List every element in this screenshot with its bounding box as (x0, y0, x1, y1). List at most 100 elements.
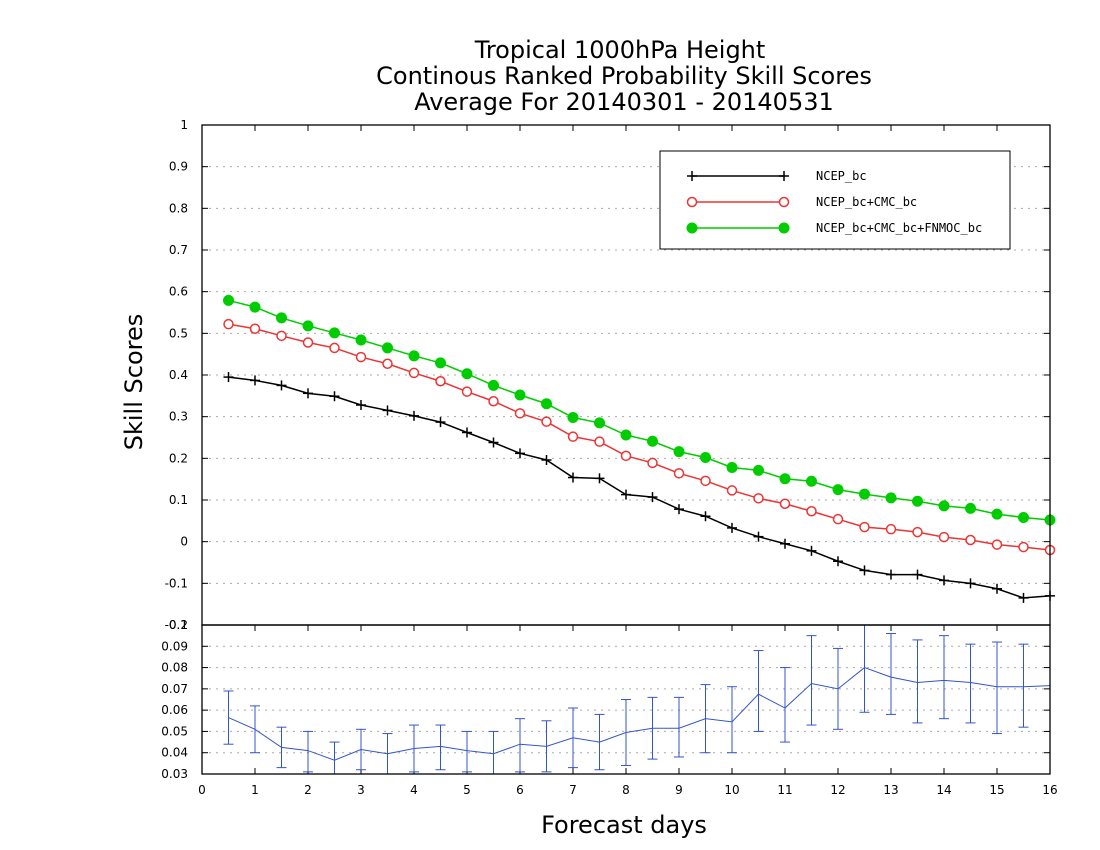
main-panel-grid (202, 166, 1050, 584)
open-circle-marker (514, 408, 526, 419)
filled-circle-marker (223, 294, 234, 306)
plus-marker (833, 556, 843, 567)
x-tick-label: 1 (251, 783, 259, 797)
plus-marker (700, 511, 711, 522)
plus-marker (303, 388, 313, 399)
filled-circle-marker (355, 334, 367, 346)
error-bar (806, 635, 817, 726)
error-y-tick-label: 0.08 (161, 661, 188, 675)
error-bar (939, 635, 949, 720)
x-tick-label: 2 (304, 783, 312, 797)
legend-item-2: NCEP_bc+CMC_bc (686, 195, 917, 209)
open-circle-marker (965, 534, 976, 546)
open-circle-marker (461, 386, 473, 397)
main-y-tick-label: -0.2 (165, 618, 188, 632)
error-bar (276, 726, 287, 769)
error-bar (435, 724, 446, 771)
filled-circle-marker (647, 435, 658, 447)
error-bar (541, 720, 552, 773)
plus-marker (409, 410, 419, 421)
filled-circle-marker (885, 492, 897, 504)
plus-marker (912, 569, 923, 580)
open-circle-marker (329, 342, 340, 354)
open-circle-marker (382, 358, 393, 369)
open-circle-marker (541, 416, 552, 427)
plus-marker (780, 538, 790, 549)
filled-circle-marker (779, 473, 791, 485)
main-y-tick-label: 0.8 (169, 201, 188, 215)
error-bar (568, 707, 578, 769)
legend-box (659, 150, 1011, 250)
series-3 (223, 294, 1056, 526)
x-tick-label: 12 (830, 783, 845, 797)
legend-label: NCEP_bc (816, 169, 867, 183)
plus-marker (356, 400, 366, 410)
open-circle-marker (567, 431, 579, 442)
x-tick-label: 10 (724, 783, 739, 797)
open-circle-marker (249, 323, 261, 334)
open-circle-marker (806, 506, 817, 517)
filled-circle-marker (620, 429, 632, 441)
filled-circle-marker (778, 222, 790, 234)
filled-circle-marker (1018, 512, 1029, 523)
chart-title-line-2: Continous Ranked Probability Skill Score… (376, 62, 872, 90)
x-tick-label: 8 (622, 783, 630, 797)
plus-marker (992, 583, 1002, 594)
filled-circle-marker (408, 350, 420, 362)
x-tick-label: 15 (989, 783, 1004, 797)
chart-title-line-3: Average For 20140301 - 20140531 (414, 88, 834, 116)
open-circle-marker (594, 436, 605, 447)
error-bar (965, 643, 976, 724)
open-circle-marker (885, 523, 897, 535)
chart-title: Tropical 1000hPa Height Continous Ranked… (376, 36, 872, 116)
legend-label: NCEP_bc+CMC_bc (816, 195, 917, 209)
plus-marker (753, 531, 764, 542)
chart-title-line-1: Tropical 1000hPa Height (474, 36, 766, 64)
error-bar (647, 696, 658, 760)
x-tick-label: 9 (675, 783, 683, 797)
series-1 (223, 372, 1055, 603)
plus-marker (462, 427, 472, 438)
error-bar (223, 690, 234, 745)
plus-marker (859, 565, 870, 576)
open-circle-marker (859, 521, 870, 533)
error-bar (700, 684, 711, 754)
open-circle-marker (726, 485, 738, 496)
main-series-group (223, 294, 1056, 603)
error-bar (409, 724, 419, 773)
plus-marker (727, 522, 737, 533)
open-circle-marker (488, 396, 499, 407)
plus-marker (568, 472, 578, 483)
plus-marker (939, 575, 949, 586)
plus-marker (674, 504, 684, 515)
plus-marker (276, 380, 287, 391)
open-circle-marker (647, 457, 658, 469)
filled-circle-marker (594, 417, 605, 429)
error-bar (329, 741, 340, 775)
filled-circle-marker (938, 500, 950, 512)
open-circle-marker (673, 468, 685, 479)
legend-label: NCEP_bc+CMC_bc+FNMOC_bc (816, 221, 982, 235)
open-circle-marker (435, 376, 446, 387)
series-line (228, 299, 1051, 521)
filled-circle-marker (912, 495, 923, 507)
legend-item-3: NCEP_bc+CMC_bc+FNMOC_bc (686, 221, 982, 235)
x-tick-label: 16 (1042, 783, 1057, 797)
error-bar (674, 696, 684, 758)
error-bar (515, 718, 525, 773)
plus-marker (223, 372, 234, 383)
filled-circle-marker (700, 452, 711, 463)
error-bar (462, 730, 472, 773)
error-bar (886, 633, 896, 715)
main-y-tick-label: 0.6 (169, 285, 188, 299)
plus-marker (886, 569, 896, 580)
filled-circle-marker (302, 320, 314, 332)
legend-item-1: NCEP_bc (687, 169, 867, 183)
open-circle-marker (912, 526, 923, 538)
difference-series-group (223, 624, 1051, 775)
filled-circle-marker (753, 464, 764, 476)
error-bar (753, 650, 764, 732)
open-circle-marker (620, 450, 632, 462)
filled-circle-marker (726, 462, 738, 473)
